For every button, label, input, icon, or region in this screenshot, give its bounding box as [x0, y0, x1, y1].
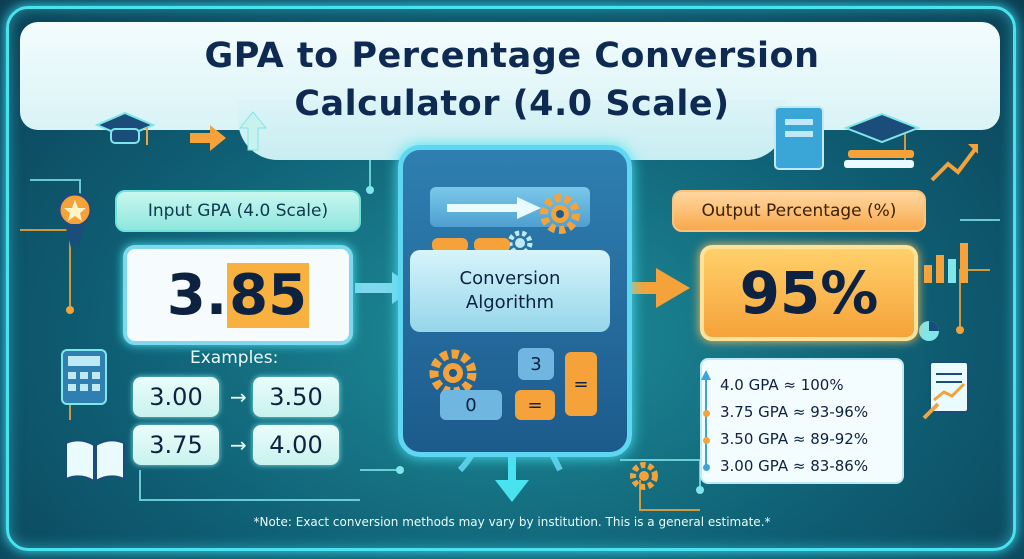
conversion-dot-4 [703, 464, 710, 471]
footnote: *Note: Exact conversion methods may vary… [253, 515, 771, 529]
bar-chart-icon [924, 243, 968, 283]
award-ribbon-icon [57, 192, 93, 248]
graduation-cap-icon [95, 111, 155, 145]
conversion-algorithm-panel: Conversion Algorithm [410, 250, 610, 332]
outer-frame [6, 6, 1016, 551]
percentage-output-display: 95% [700, 245, 918, 341]
conversion-dot-2 [703, 410, 710, 417]
output-arrow [656, 268, 690, 308]
pie-chart-icon [919, 321, 939, 341]
key-orange-2 [474, 238, 510, 252]
examples-title: Examples: [190, 348, 279, 368]
open-book-icon [65, 439, 125, 483]
orange-gear-icon [630, 462, 658, 490]
right-arrow-icon [190, 125, 226, 151]
gpa-value-highlight: 85 [227, 262, 310, 328]
graduation-cap-books-icon [843, 112, 921, 168]
gpa-value-integer: 3. [166, 262, 228, 328]
up-arrow-icon [238, 111, 268, 151]
calculator-icon [61, 349, 107, 405]
conversion-dot-3 [703, 437, 710, 444]
example-from-2: 3.75 [133, 425, 219, 465]
example-from-1: 3.00 [133, 377, 219, 417]
conversion-row-2: 3.75 GPA ≈ 93-96% [720, 403, 869, 421]
gear-icon [540, 194, 580, 234]
trend-arrow-icon [930, 144, 978, 182]
large-gear-icon [429, 349, 477, 397]
scale-arrow-icon [701, 370, 711, 468]
key-orange-1 [432, 238, 468, 252]
key-3: 3 [518, 348, 554, 380]
example-to-1: 3.50 [253, 377, 339, 417]
example-to-2: 4.00 [253, 425, 339, 465]
conversion-row-4: 3.00 GPA ≈ 83-86% [720, 457, 869, 475]
screen-arrow-icon [447, 197, 541, 219]
key-equals-tall: = [565, 352, 597, 416]
algorithm-line-2: Algorithm [465, 292, 555, 313]
page-title: GPA to Percentage Conversion Calculator … [204, 36, 820, 124]
output-percentage-label: Output Percentage (%) [672, 190, 926, 232]
example-arrow-2: → [230, 433, 247, 457]
example-arrow-1: → [230, 385, 247, 409]
key-0: 0 [440, 390, 502, 420]
input-gpa-label: Input GPA (4.0 Scale) [115, 190, 361, 232]
key-equals: = [515, 390, 555, 420]
book-icon [774, 106, 824, 170]
conversion-row-1: 4.0 GPA ≈ 100% [720, 376, 844, 394]
report-document-icon [922, 361, 969, 420]
gpa-input-display[interactable]: 3. 85 [123, 245, 353, 345]
algorithm-line-1: Conversion [459, 268, 561, 289]
conversion-row-3: 3.50 GPA ≈ 89-92% [720, 430, 869, 448]
conversion-reference-list [700, 358, 904, 484]
